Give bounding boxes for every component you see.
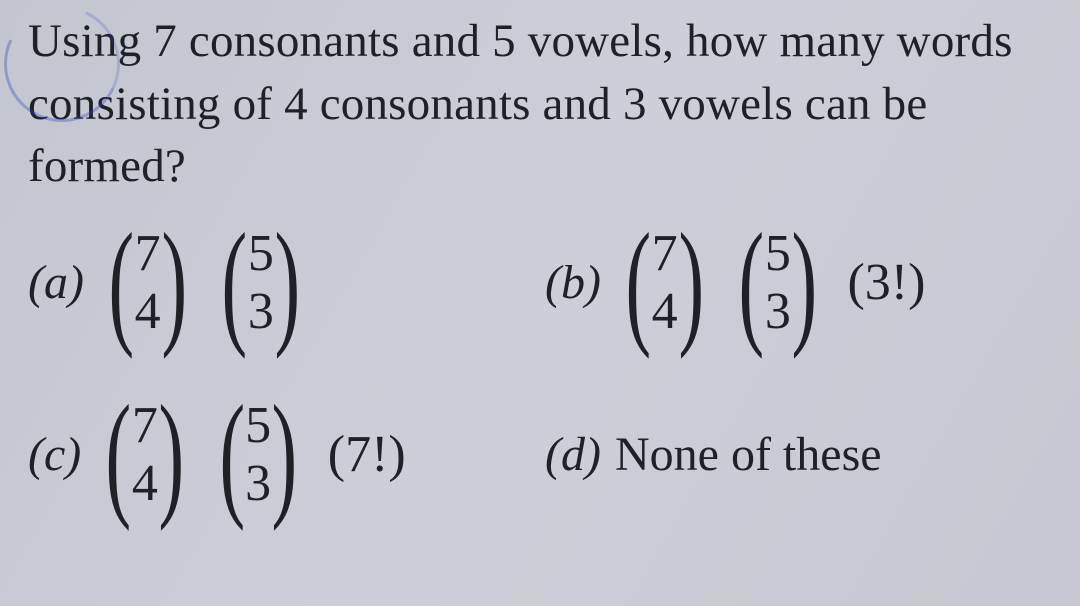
paren-left-icon: ( xyxy=(222,230,248,335)
options-grid: (a) ( 7 4 ) ( 5 3 ) (b) xyxy=(28,208,1052,530)
binom-top: 5 xyxy=(245,397,271,454)
paren-right-icon: ) xyxy=(274,230,300,335)
option-c: (c) ( 7 4 ) ( 5 3 ) (7!) xyxy=(28,380,535,530)
binom-7-4: ( 7 4 ) xyxy=(98,208,197,358)
paren-right-icon: ) xyxy=(678,230,704,335)
paren-left-icon: ( xyxy=(739,230,765,335)
binom-5-3: ( 5 3 ) xyxy=(209,380,308,530)
binom-bottom: 3 xyxy=(765,283,791,340)
option-d: (d) None of these xyxy=(545,380,1052,530)
option-b-trailing: (3!) xyxy=(847,253,925,312)
binom-top: 7 xyxy=(132,397,158,454)
binom-bottom: 3 xyxy=(248,283,274,340)
paren-left-icon: ( xyxy=(625,230,651,335)
option-c-trailing: (7!) xyxy=(328,425,406,484)
option-b: (b) ( 7 4 ) ( 5 3 ) (3!) xyxy=(545,208,1052,358)
binom-bottom: 4 xyxy=(135,283,161,340)
paren-left-icon: ( xyxy=(108,230,134,335)
question-text: Using 7 consonants and 5 vowels, how man… xyxy=(28,10,1052,198)
binom-bottom: 3 xyxy=(245,455,271,512)
binom-7-4: ( 7 4 ) xyxy=(615,208,714,358)
option-a: (a) ( 7 4 ) ( 5 3 ) xyxy=(28,208,535,358)
binom-top: 7 xyxy=(652,225,678,282)
paren-right-icon: ) xyxy=(158,402,184,507)
paren-right-icon: ) xyxy=(161,230,187,335)
binom-5-3: ( 5 3 ) xyxy=(211,208,310,358)
option-b-label: (b) xyxy=(545,255,601,310)
binom-bottom: 4 xyxy=(652,283,678,340)
paren-right-icon: ) xyxy=(791,230,817,335)
option-d-label: (d) xyxy=(545,427,601,482)
binom-top: 5 xyxy=(248,225,274,282)
binom-5-3: ( 5 3 ) xyxy=(728,208,827,358)
page: Using 7 consonants and 5 vowels, how man… xyxy=(0,0,1080,530)
binom-top: 7 xyxy=(135,225,161,282)
option-d-text: None of these xyxy=(615,427,882,482)
paren-left-icon: ( xyxy=(106,402,132,507)
paren-right-icon: ) xyxy=(272,402,298,507)
option-a-label: (a) xyxy=(28,255,84,310)
paren-left-icon: ( xyxy=(219,402,245,507)
binom-top: 5 xyxy=(765,225,791,282)
option-c-label: (c) xyxy=(28,427,81,482)
binom-7-4: ( 7 4 ) xyxy=(95,380,194,530)
binom-bottom: 4 xyxy=(132,455,158,512)
